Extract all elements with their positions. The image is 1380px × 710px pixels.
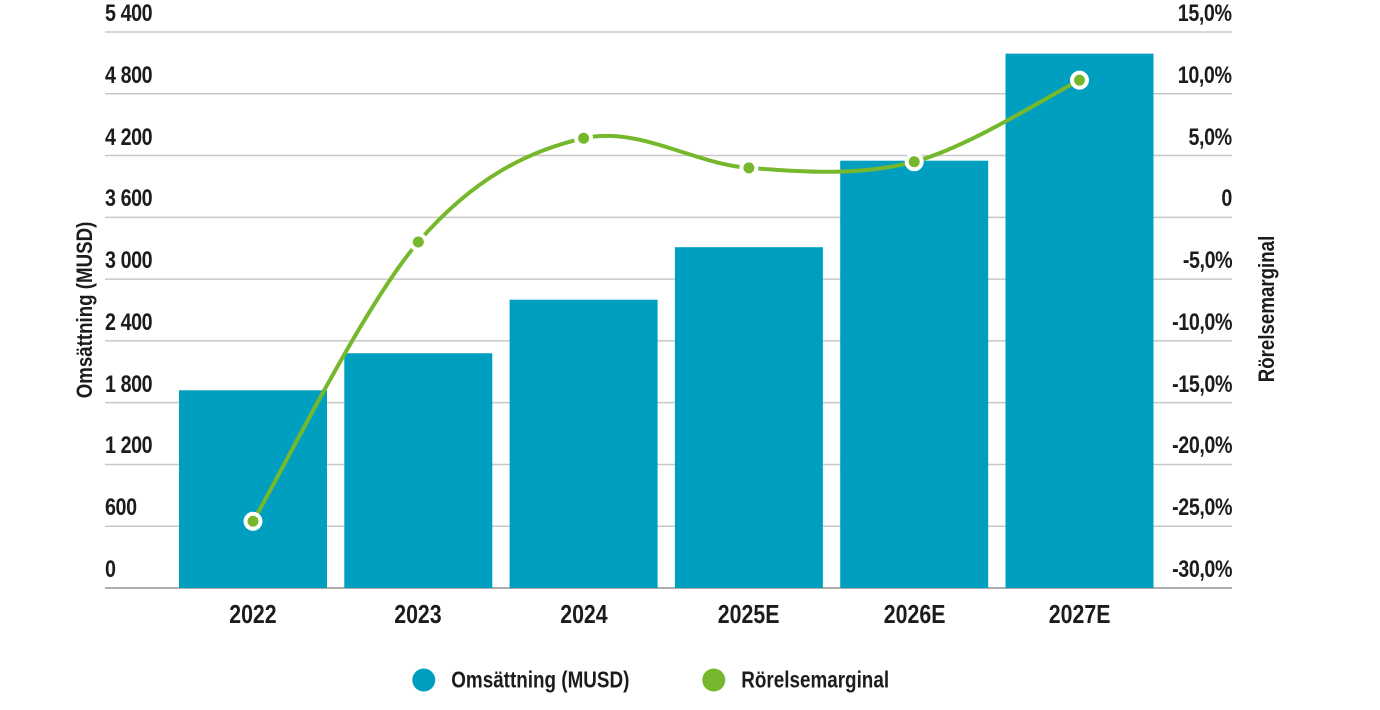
margin-marker-2024 bbox=[574, 128, 594, 148]
right-tick--200: -20,0% bbox=[1159, 434, 1232, 458]
legend-label-text: Omsättning (MUSD) bbox=[451, 666, 630, 693]
left-tick-3000: 3 000 bbox=[105, 249, 163, 273]
left-tick-4200-text: 4 200 bbox=[105, 123, 153, 151]
left-tick-1800: 1 800 bbox=[105, 370, 163, 398]
legend-label: Omsättning (MUSD) bbox=[451, 666, 668, 693]
legend-dot-icon bbox=[702, 668, 726, 692]
left-tick-5400-text: 5 400 bbox=[105, 0, 153, 27]
right-tick-150: 15,0% bbox=[1166, 2, 1232, 26]
left-tick-3600-text: 3 600 bbox=[105, 185, 153, 213]
right-tick-100: 10,0% bbox=[1166, 61, 1232, 89]
left-tick-4800-text: 4 800 bbox=[105, 61, 153, 89]
right-tick--250-text: -25,0% bbox=[1172, 494, 1232, 522]
legend-dot-icon bbox=[412, 668, 436, 692]
left-tick-2400: 2 400 bbox=[105, 308, 163, 336]
left-tick-4800: 4 800 bbox=[105, 61, 163, 89]
legend: Omsättning (MUSD) Rörelsemarginal bbox=[412, 666, 921, 693]
right-tick-50: 5,0% bbox=[1179, 123, 1233, 151]
bar-2022 bbox=[179, 390, 327, 588]
legend-item-margin: Rörelsemarginal bbox=[702, 666, 921, 693]
x-label-2022: 2022 bbox=[173, 601, 333, 627]
legend-item-revenue: Omsättning (MUSD) bbox=[412, 666, 668, 693]
x-label-2024: 2024 bbox=[504, 601, 664, 627]
bar-2023 bbox=[344, 353, 493, 588]
x-label-2023: 2023 bbox=[338, 601, 498, 627]
right-tick--50: -5,0% bbox=[1172, 247, 1233, 275]
x-label-2025E: 2025E bbox=[669, 601, 829, 627]
margin-marker-2027E bbox=[1070, 70, 1089, 90]
x-label-2025E-text: 2025E bbox=[718, 599, 780, 629]
left-tick-3000-text: 3 000 bbox=[105, 247, 153, 275]
bar-2025E bbox=[674, 247, 823, 588]
right-tick-0: 0 bbox=[1219, 187, 1232, 211]
right-tick--150: -15,0% bbox=[1159, 370, 1232, 398]
left-tick-3600: 3 600 bbox=[105, 187, 163, 211]
bar-2024 bbox=[509, 299, 658, 588]
left-tick-1200-text: 1 200 bbox=[105, 432, 153, 460]
right-tick-100-text: 10,0% bbox=[1178, 61, 1232, 89]
right-tick--300-text: -30,0% bbox=[1172, 556, 1232, 583]
x-label-2022-text: 2022 bbox=[229, 599, 277, 629]
left-tick-4200: 4 200 bbox=[105, 123, 163, 151]
right-tick--150-text: -15,0% bbox=[1172, 370, 1232, 398]
bar-2026E bbox=[840, 160, 989, 588]
margin-marker-2023 bbox=[408, 232, 428, 252]
right-tick-150-text: 15,0% bbox=[1178, 0, 1232, 27]
left-axis-title-text: Omsättning (MUSD) bbox=[72, 221, 97, 399]
right-tick--50-text: -5,0% bbox=[1182, 247, 1233, 275]
x-label-2024-text: 2024 bbox=[559, 599, 608, 629]
margin-marker-2022 bbox=[243, 511, 263, 531]
left-tick-2400-text: 2 400 bbox=[105, 308, 153, 336]
left-tick-1200: 1 200 bbox=[105, 434, 163, 458]
left-tick-1800-text: 1 800 bbox=[105, 370, 153, 398]
left-tick-0-text: 0 bbox=[105, 556, 116, 583]
legend-label: Rörelsemarginal bbox=[741, 666, 921, 693]
right-tick--250: -25,0% bbox=[1159, 496, 1232, 520]
left-tick-5400: 5 400 bbox=[105, 2, 163, 26]
bar-2027E bbox=[1005, 53, 1154, 589]
right-axis-title-text: Rörelsemarginal bbox=[1254, 235, 1279, 383]
x-label-2026E-text: 2026E bbox=[883, 599, 946, 629]
left-tick-0: 0 bbox=[105, 558, 118, 582]
right-tick-50-text: 5,0% bbox=[1188, 123, 1233, 151]
right-tick--100-text: -10,0% bbox=[1172, 308, 1232, 336]
x-label-2027E: 2027E bbox=[1000, 601, 1160, 627]
x-label-2026E: 2026E bbox=[834, 601, 994, 627]
right-tick--200-text: -20,0% bbox=[1172, 432, 1232, 460]
left-tick-600-text: 600 bbox=[105, 494, 137, 522]
x-label-2027E-text: 2027E bbox=[1048, 599, 1111, 629]
legend-label-text: Rörelsemarginal bbox=[741, 666, 890, 693]
left-tick-600: 600 bbox=[105, 496, 144, 520]
margin-line bbox=[251, 78, 1082, 524]
right-tick--300: -30,0% bbox=[1159, 558, 1232, 582]
right-tick--100: -10,0% bbox=[1159, 308, 1232, 336]
margin-marker-2026E bbox=[904, 152, 924, 172]
x-label-2023-text: 2023 bbox=[394, 599, 443, 629]
right-tick-0-text: 0 bbox=[1221, 185, 1232, 213]
margin-marker-2025E bbox=[739, 158, 759, 178]
